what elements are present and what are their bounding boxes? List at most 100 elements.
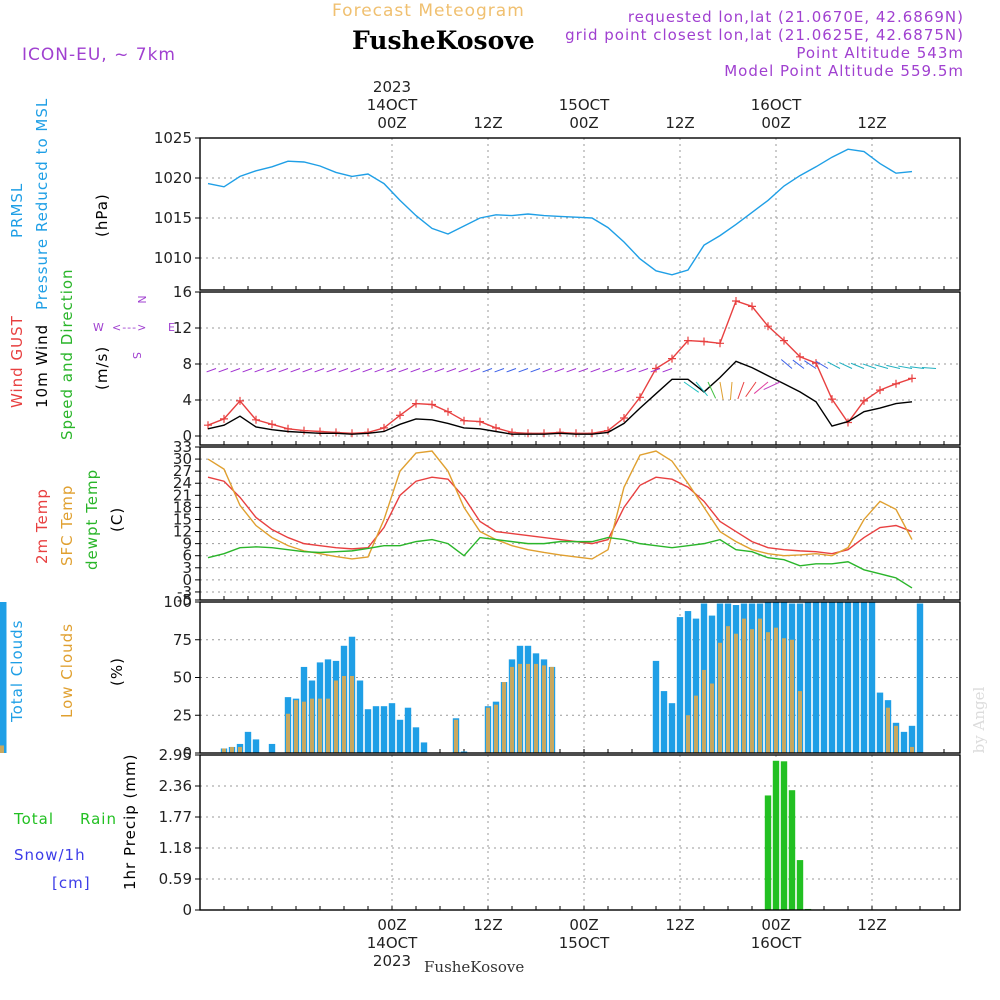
wind-arrow <box>482 368 493 373</box>
bar-total-clouds <box>380 706 388 753</box>
model-label: ICON-EU, ~ 7km <box>22 45 176 65</box>
y-tick-label: 18 <box>173 498 192 516</box>
bar-total-clouds <box>420 742 428 753</box>
bar-total-clouds <box>412 727 420 753</box>
y-tick-label: 8 <box>182 355 192 373</box>
gust-marker <box>540 429 548 438</box>
top-year-label: 2023 <box>373 78 411 96</box>
snow-label: Snow/1h <box>14 846 86 864</box>
y-tick-label: 75 <box>173 631 192 649</box>
gust-marker <box>668 354 676 363</box>
y-tick-label: -5 <box>177 591 192 609</box>
wind-arrow <box>827 361 841 369</box>
bar-low-clouds <box>310 698 314 753</box>
wind-arrow <box>780 359 793 369</box>
compass-arrow: <---> <box>112 321 147 334</box>
bar-low-clouds <box>526 663 530 753</box>
gust-marker <box>380 423 388 432</box>
wind-arrow <box>206 368 217 373</box>
wind-arrow <box>362 368 373 373</box>
bottom-year-label: 2023 <box>373 952 411 970</box>
series-prmsl <box>207 148 913 276</box>
point-altitude: Point Altitude 543m <box>796 44 964 62</box>
gust-marker <box>236 396 244 405</box>
temp-labels: 2m Temp SFC Temp dewpt Temp (C) <box>33 469 126 570</box>
bar-low-clouds <box>750 629 754 753</box>
bar-total-clouds <box>900 731 908 753</box>
bar-low-clouds <box>0 745 4 753</box>
wind-arrow <box>910 366 925 369</box>
wind-arrow <box>578 368 589 373</box>
bar-low-clouds <box>502 682 506 753</box>
bottom-tick-label: 00Z <box>569 916 598 934</box>
gust-marker <box>332 428 340 437</box>
bar-low-clouds <box>774 627 778 753</box>
y-tick-label: 4 <box>182 391 192 409</box>
y-tick-label: 2.36 <box>159 777 192 795</box>
bar-total-clouds <box>692 618 700 753</box>
pressure-labels: PRMSL Pressure Reduced to MSL (hPa) <box>8 98 111 310</box>
top-tick-label: 12Z <box>665 114 694 132</box>
wind-arrow <box>470 368 481 373</box>
bar-total-clouds <box>388 703 396 753</box>
top-tick-label: 00Z <box>569 114 598 132</box>
bar-total-clouds <box>364 709 372 753</box>
bar-low-clouds <box>534 663 538 753</box>
gust-marker <box>524 429 532 438</box>
model-altitude: Model Point Altitude 559.5m <box>724 62 964 80</box>
wind-arrow <box>302 368 313 373</box>
bar-total-clouds <box>244 731 252 753</box>
temp-unit: (C) <box>108 507 126 532</box>
bar-low-clouds <box>494 704 498 753</box>
wind-arrow <box>921 367 937 369</box>
panel-frame <box>199 446 961 601</box>
wind-arrow <box>338 368 349 373</box>
compass-n: N <box>135 295 148 304</box>
bar-total-clouds <box>868 602 876 753</box>
bottom-tick-label: 12Z <box>857 916 886 934</box>
bar-low-clouds <box>518 663 522 753</box>
series-sfc-temp <box>207 450 913 560</box>
wind-arrow <box>350 368 361 373</box>
gust-marker <box>412 399 420 408</box>
bar-total-clouds <box>252 739 260 753</box>
y-tick-label: 21 <box>173 486 192 504</box>
gust-marker <box>860 396 868 405</box>
gust-marker <box>252 415 260 424</box>
wind-arrow <box>542 368 553 373</box>
bottom-tick-label: 00Z <box>761 916 790 934</box>
top-date-label: 14OCT <box>367 96 418 114</box>
gust-marker <box>572 429 580 438</box>
wind-arrow <box>506 368 517 373</box>
y-tick-label: 0 <box>182 571 192 589</box>
gust-marker <box>556 428 564 437</box>
wind-arrow <box>898 365 913 369</box>
bar-total-clouds <box>0 602 7 753</box>
bar-low-clouds <box>302 701 306 753</box>
footer-location: FusheKosove <box>424 958 524 976</box>
wind-arrow <box>719 381 724 400</box>
y-tick-label: 6 <box>182 547 192 565</box>
bar-low-clouds <box>510 666 514 753</box>
y-tick-label: 16 <box>173 283 192 301</box>
gust-marker <box>476 417 484 426</box>
bar-low-clouds <box>318 698 322 753</box>
bar-total-clouds <box>796 603 804 753</box>
gust-marker <box>892 379 900 388</box>
wind-arrow <box>614 368 625 373</box>
precip-axis-label: 1hr Precip (mm) <box>121 754 139 890</box>
gust-marker <box>220 414 228 423</box>
bar-total-clouds <box>836 602 844 753</box>
wind-arrow <box>737 381 745 400</box>
gust-marker <box>508 428 516 437</box>
gust-marker <box>716 339 724 348</box>
precip-labels: Total Rain Snow/1h [cm] 1hr Precip (mm) <box>13 754 139 892</box>
gust-marker <box>492 423 500 432</box>
pressure-unit: (hPa) <box>93 193 111 237</box>
bar-total-clouds <box>860 602 868 753</box>
credit-watermark: by Angel <box>970 686 988 753</box>
bar-low-clouds <box>894 725 898 753</box>
y-tick-label: 12 <box>173 319 192 337</box>
pressure-label-1: PRMSL <box>8 183 26 238</box>
top-tick-label: 12Z <box>473 114 502 132</box>
